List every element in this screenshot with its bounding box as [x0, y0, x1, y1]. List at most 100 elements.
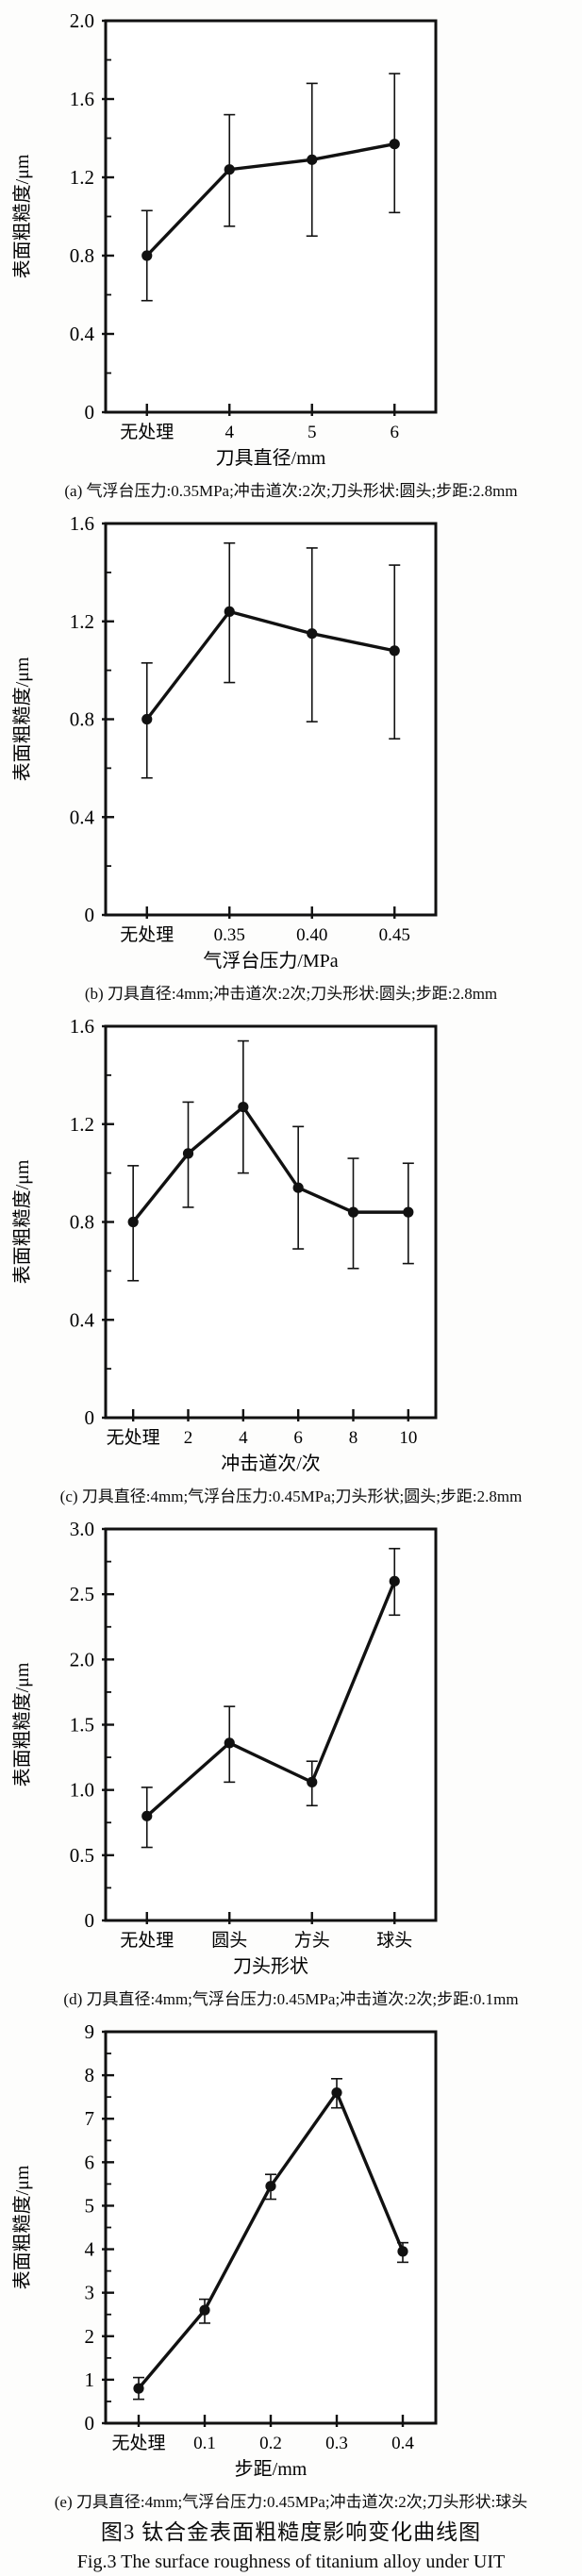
x-tick-label: 0.40	[296, 925, 327, 945]
y-axis: 0 0.4 0.8 1.2 1.6	[70, 512, 114, 926]
data-point	[307, 154, 318, 165]
y-tick-label: 0.4	[70, 806, 95, 828]
data-point	[347, 1206, 359, 1218]
chart-e-section: 0 1 2 3 4 5 6 7 8 9 无处理 0.1 0.2 0.3 0.4 步距/mm 表面粗糙度/μm (…	[0, 2011, 582, 2514]
data-point	[389, 1575, 400, 1587]
y-tick-label: 0.4	[70, 1308, 95, 1331]
y-axis: 0 0.5 1.0 1.5 2.0 2.5 3.0	[70, 1518, 114, 1932]
y-axis-title: 表面粗糙度/μm	[11, 2165, 33, 2289]
chart-b-section: 0 0.4 0.8 1.2 1.6 无处理 0.35 0.40 0.45 气浮台压力/MPa 表面粗…	[0, 503, 582, 1005]
data-point	[224, 164, 235, 175]
data-point	[403, 1206, 414, 1218]
chart-b: 0 0.4 0.8 1.2 1.6 无处理 0.35 0.40 0.45 气浮台压力/MPa 表面粗…	[11, 512, 438, 972]
x-tick-label: 无处理	[111, 2433, 165, 2453]
x-tick-label: 无处理	[120, 422, 174, 442]
x-axis: 无处理 0.1 0.2 0.3 0.4	[111, 2415, 414, 2453]
chart-c-canvas: 0 0.4 0.8 1.2 1.6 无处理 2 4 6 8 10 冲击道次/次 表面粗糙度/μm	[11, 1015, 438, 1474]
y-tick-label: 7	[85, 2107, 95, 2130]
x-tick-label: 6	[391, 423, 400, 442]
chart-d-caption: (d) 刀具直径:4mm;气浮台压力:0.45MPa;冲击道次:2次;步距:0.…	[63, 1990, 519, 2008]
data-point	[127, 1216, 139, 1228]
y-axis: 0 0.4 0.8 1.2 1.6	[70, 1015, 114, 1429]
data-point	[238, 1101, 249, 1113]
x-tick-label: 4	[225, 423, 235, 442]
figure-caption-en: Fig.3 The surface roughness of titanium …	[76, 2551, 506, 2572]
data-line	[131, 1105, 408, 1223]
figure-caption-zh: 图3 钛合金表面粗糙度影响变化曲线图	[100, 2520, 482, 2544]
x-axis-title: 刀头形状	[233, 1955, 308, 1977]
y-tick-label: 0	[85, 1909, 95, 1932]
data-point	[224, 606, 235, 617]
x-tick-label: 圆头	[211, 1930, 247, 1951]
data-point	[389, 139, 400, 150]
y-tick-label: 0	[85, 401, 95, 424]
data-point	[141, 1810, 153, 1821]
data-point	[307, 628, 318, 640]
x-tick-label: 5	[308, 423, 317, 442]
data-point	[307, 1776, 318, 1787]
x-tick-label: 方头	[294, 1930, 330, 1951]
chart-e: 0 1 2 3 4 5 6 7 8 9 无处理 0.1 0.2 0.3 0.4 步距/mm 表面粗糙度/μm	[11, 2020, 438, 2480]
chart-c-section: 0 0.4 0.8 1.2 1.6 无处理 2 4 6 8 10 冲击道次/次 表面粗糙度/μm (c)…	[0, 1005, 582, 1508]
y-axis-title: 表面粗糙度/μm	[11, 1159, 33, 1284]
y-tick-label: 1.5	[70, 1714, 94, 1737]
x-axis-title: 冲击道次/次	[221, 1453, 321, 1474]
x-axis-title: 刀具直径/mm	[216, 447, 326, 469]
x-axis: 无处理 4 5 6	[120, 404, 399, 442]
x-tick-label: 球头	[376, 1930, 412, 1951]
x-tick-label: 0.3	[325, 2434, 348, 2453]
data-point	[397, 2246, 408, 2257]
data-point	[265, 2181, 276, 2192]
chart-a-section: 0 0.4 0.8 1.2 1.6 2.0 无处理 4 5 6 刀具直径/mm 表面粗糙度/μm (a…	[0, 0, 582, 503]
y-tick-label: 4	[85, 2238, 95, 2261]
y-tick-label: 0	[85, 904, 95, 926]
plot-box	[104, 1527, 438, 1922]
y-tick-label: 1	[85, 2368, 95, 2391]
x-tick-label: 6	[293, 1428, 303, 1448]
y-tick-label: 5	[85, 2194, 95, 2217]
data-point	[182, 1148, 194, 1159]
y-axis-title: 表面粗糙度/μm	[11, 154, 33, 278]
chart-b-canvas: 0 0.4 0.8 1.2 1.6 无处理 0.35 0.40 0.45 气浮台压力/MPa 表面粗…	[11, 512, 438, 972]
plot-box	[104, 2030, 438, 2425]
chart-b-caption: (b) 刀具直径:4mm;冲击道次:2次;刀头形状:圆头;步距:2.8mm	[84, 985, 498, 1003]
y-tick-label: 1.6	[70, 88, 94, 110]
y-tick-label: 6	[85, 2151, 95, 2173]
x-tick-label: 10	[399, 1428, 417, 1448]
y-tick-label: 1.0	[70, 1779, 94, 1802]
y-axis-title: 表面粗糙度/μm	[11, 656, 33, 781]
x-tick-label: 无处理	[120, 924, 174, 945]
x-tick-label: 4	[239, 1428, 248, 1448]
y-axis: 0 0.4 0.8 1.2 1.6 2.0	[70, 9, 114, 424]
y-tick-label: 2	[85, 2325, 95, 2348]
data-point	[141, 713, 153, 725]
y-tick-label: 3.0	[70, 1518, 94, 1540]
x-tick-label: 8	[349, 1428, 358, 1448]
x-tick-label: 无处理	[107, 1427, 160, 1448]
y-tick-label: 0.8	[70, 708, 94, 731]
chart-c-caption: (c) 刀具直径:4mm;气浮台压力:0.45MPa;刀头形状;圆头;步距:2.…	[59, 1487, 523, 1505]
y-tick-label: 0.5	[70, 1844, 94, 1867]
x-axis: 无处理 圆头 方头 球头	[120, 1912, 412, 1951]
y-tick-label: 0	[85, 2412, 95, 2435]
x-tick-label: 0.45	[379, 925, 410, 945]
data-line	[145, 142, 395, 258]
y-axis: 0 1 2 3 4 5 6 7 8 9	[85, 2020, 114, 2435]
y-tick-label: 1.6	[70, 1015, 94, 1038]
y-tick-label: 0.8	[70, 1211, 94, 1234]
chart-e-caption: (e) 刀具直径:4mm;气浮台压力:0.45MPa;冲击道次:2次;刀头形状:…	[54, 2493, 528, 2511]
y-tick-label: 3	[85, 2282, 95, 2304]
y-tick-label: 2.0	[70, 9, 94, 32]
data-point	[389, 645, 400, 656]
plot-box	[104, 1024, 438, 1420]
x-tick-label: 0.4	[391, 2434, 414, 2453]
y-axis-title: 表面粗糙度/μm	[11, 1662, 33, 1787]
x-tick-label: 0.1	[193, 2434, 216, 2453]
plot-box	[104, 19, 438, 414]
x-axis: 无处理 2 4 6 8 10	[107, 1409, 417, 1448]
x-tick-label: 0.2	[259, 2434, 282, 2453]
data-line	[145, 609, 395, 721]
